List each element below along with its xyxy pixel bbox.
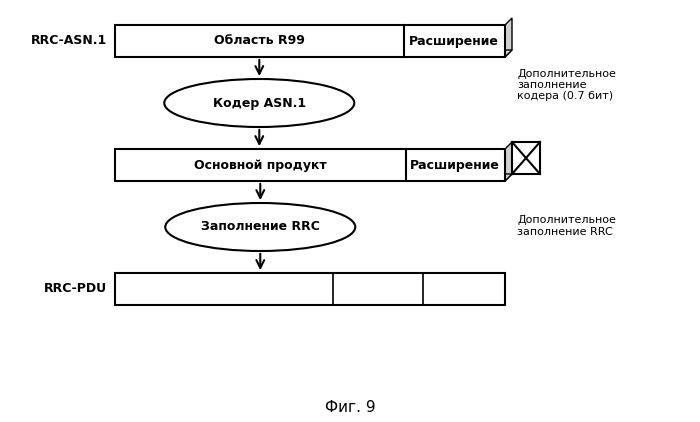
Ellipse shape	[165, 203, 356, 251]
Text: заполнение RRC: заполнение RRC	[517, 227, 612, 237]
Text: Фиг. 9: Фиг. 9	[325, 400, 375, 416]
Text: Расширение: Расширение	[410, 35, 499, 48]
Text: кодера (0.7 бит): кодера (0.7 бит)	[517, 91, 613, 101]
Text: Заполнение RRC: Заполнение RRC	[201, 221, 320, 233]
Text: Область R99: Область R99	[214, 35, 304, 48]
Ellipse shape	[164, 79, 354, 127]
Bar	[115, 149, 505, 181]
Text: RRC-ASN.1: RRC-ASN.1	[31, 35, 107, 48]
Polygon shape	[505, 18, 512, 57]
Bar	[115, 25, 505, 57]
Text: Дополнительное: Дополнительное	[517, 215, 616, 225]
Text: RRC-PDU: RRC-PDU	[44, 282, 107, 295]
Bar	[115, 273, 505, 305]
Bar	[512, 142, 540, 174]
Polygon shape	[115, 174, 512, 181]
Text: Дополнительное: Дополнительное	[517, 69, 616, 79]
Text: Расширение: Расширение	[410, 159, 500, 171]
Polygon shape	[505, 142, 512, 181]
Text: Кодер ASN.1: Кодер ASN.1	[213, 97, 306, 109]
Polygon shape	[115, 50, 512, 57]
Text: Основной продукт: Основной продукт	[194, 159, 327, 171]
Text: заполнение: заполнение	[517, 80, 587, 90]
